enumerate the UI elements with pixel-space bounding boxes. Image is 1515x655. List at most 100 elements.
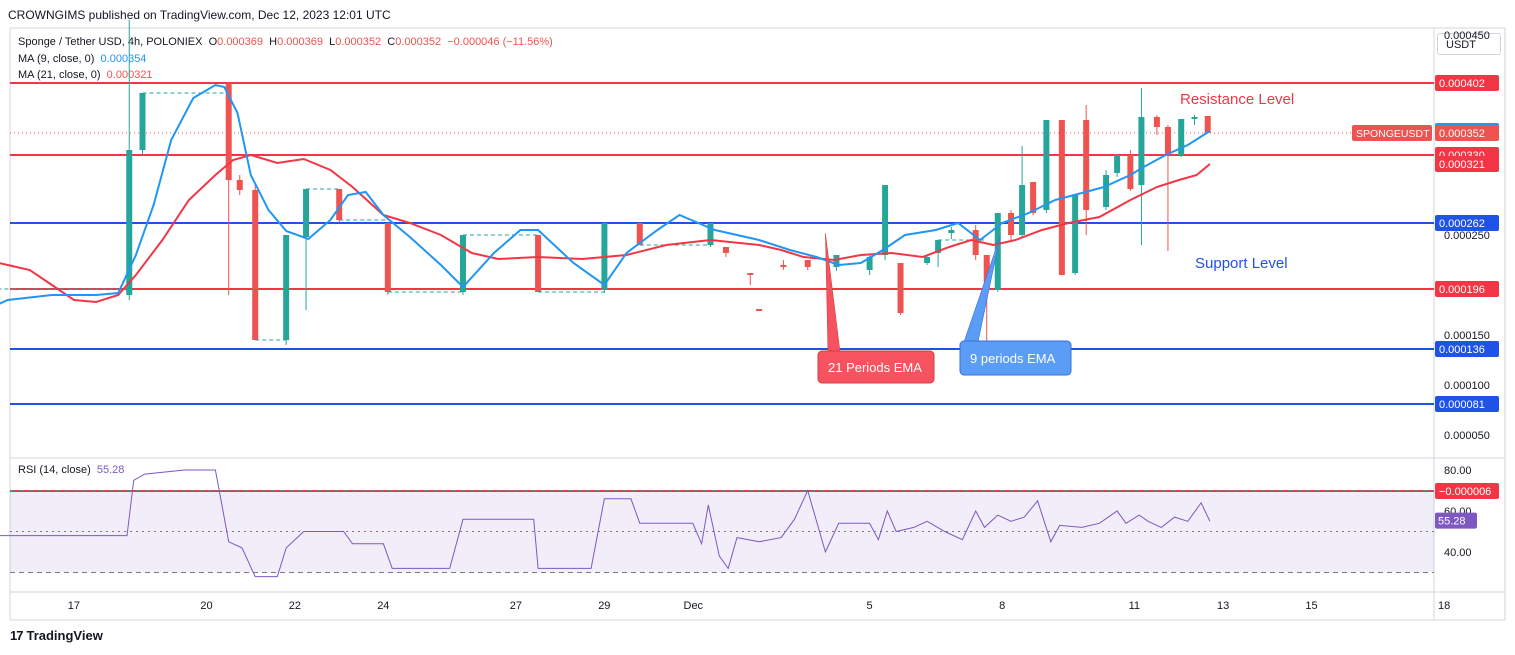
- ma9-legend[interactable]: MA (9, close, 0) 0.000354: [18, 53, 146, 65]
- candle-body: [1008, 213, 1015, 235]
- ma9-label: MA (9, close, 0): [18, 53, 95, 65]
- candle-body: [1043, 120, 1050, 210]
- candle-body: [636, 223, 643, 245]
- candle-32: [1030, 182, 1037, 215]
- price-tag-text-1: 0.000352: [1439, 128, 1485, 140]
- level-tag-4: 0.000196: [1435, 281, 1499, 297]
- candle-body: [882, 185, 889, 255]
- symbol-name[interactable]: Sponge / Tether USD, 4h, POLONIEX: [18, 36, 203, 48]
- candle-body: [935, 240, 942, 253]
- candle-30: [1008, 210, 1015, 240]
- candle-14: [707, 223, 714, 247]
- symbol-tag-text: SPONGEUSDT: [1356, 128, 1430, 140]
- tradingview-logo[interactable]: 17 TradingView: [10, 628, 103, 643]
- candle-body: [1072, 195, 1079, 273]
- candle-body: [252, 190, 259, 340]
- time-tick-6: Dec: [684, 600, 704, 612]
- candle-body: [303, 189, 310, 237]
- time-tick-11: 15: [1305, 600, 1317, 612]
- ema21-pointer: [825, 232, 841, 353]
- candle-45: [1204, 116, 1211, 133]
- candle-body: [1127, 155, 1134, 189]
- candle-body: [780, 265, 787, 267]
- candle-body: [1138, 117, 1145, 185]
- time-tick-8: 8: [999, 600, 1005, 612]
- candle-body: [897, 263, 904, 313]
- level-tag-6: 0.000081: [1435, 396, 1499, 412]
- candle-33: [1043, 120, 1050, 213]
- candle-6: [283, 235, 290, 345]
- publisher-text: CROWNGIMS published on TradingView.com, …: [8, 8, 391, 22]
- rsi-tick-2: 40.00: [1444, 547, 1472, 559]
- ohlc-high: H0.000369: [269, 36, 323, 48]
- ema9-callout: 9 periods EMA: [959, 236, 1072, 376]
- candle-body: [1103, 175, 1110, 207]
- candle-1: [126, 20, 133, 300]
- ohlc-low: L0.000352: [329, 36, 382, 48]
- candles-group: [0, 20, 1211, 345]
- candle-9: [384, 223, 391, 295]
- candle-20: [833, 255, 840, 271]
- price-tick-1: 0.000250: [1444, 230, 1490, 242]
- candle-body: [972, 230, 979, 255]
- rsi-line: [0, 469, 1211, 578]
- candle-3: [225, 83, 232, 295]
- rsi-tick-0: 80.00: [1444, 465, 1472, 477]
- symbol-legend: Sponge / Tether USD, 4h, POLONIEX O0.000…: [18, 36, 553, 48]
- level-tag-text-6: 0.000081: [1439, 399, 1485, 411]
- candle-body: [336, 189, 343, 220]
- candle-body: [1019, 185, 1026, 235]
- level-tag-text-7: −0.000006: [1439, 486, 1491, 498]
- candle-body: [1083, 120, 1090, 210]
- level-tag-7: −0.000006: [1435, 483, 1499, 499]
- level-tag-1: 0.000402: [1435, 75, 1499, 91]
- currency-button[interactable]: USDT: [1437, 33, 1501, 55]
- candle-body: [283, 235, 290, 340]
- price-tick-2: 0.000150: [1444, 330, 1490, 342]
- ohlc-close: C0.000352: [387, 36, 442, 48]
- candle-body: [833, 255, 840, 267]
- candle-body: [707, 223, 714, 245]
- candle-body: [139, 93, 146, 150]
- candle-body: [1114, 155, 1121, 173]
- time-tick-10: 13: [1217, 600, 1229, 612]
- candle-39: [1127, 150, 1134, 191]
- candle-23: [897, 263, 904, 315]
- time-tick-9: 11: [1129, 600, 1140, 612]
- candle-body: [459, 235, 466, 292]
- candle-41: [1153, 115, 1160, 135]
- candle-body: [1178, 119, 1185, 155]
- ema9-text: 9 periods EMA: [970, 351, 1056, 366]
- candle-body: [1153, 117, 1160, 127]
- candle-body: [1204, 116, 1211, 133]
- ema21-text: 21 Periods EMA: [828, 360, 922, 375]
- candle-5: [252, 185, 259, 340]
- candle-body: [236, 180, 243, 190]
- ma9-value: 0.000354: [100, 53, 147, 65]
- level-tag-text-1: 0.000402: [1439, 78, 1485, 90]
- rsi-value-tag-text: 55.28: [1438, 516, 1466, 528]
- candle-body: [747, 273, 754, 275]
- rsi-value: 55.28: [96, 464, 125, 476]
- candle-10: [459, 235, 466, 295]
- candle-27: [972, 225, 979, 260]
- ema9-box: [959, 340, 1072, 376]
- candle-16: [747, 273, 754, 285]
- candle-body: [756, 309, 763, 311]
- rsi-legend[interactable]: RSI (14, close) 55.28: [18, 464, 124, 476]
- time-tick-12: 18: [1438, 600, 1450, 612]
- support-label: Support Level: [1195, 255, 1288, 272]
- time-tick-5: 29: [598, 600, 610, 612]
- candle-44: [1191, 115, 1198, 125]
- ema21-callout: 21 Periods EMA: [817, 232, 935, 384]
- time-tick-1: 20: [200, 600, 212, 612]
- candle-body: [983, 255, 990, 290]
- level-tag-5: 0.000136: [1435, 341, 1499, 357]
- level-tag-text-5: 0.000136: [1439, 344, 1485, 356]
- candle-24: [924, 255, 931, 265]
- price-tag-1: 0.000352 SPONGEUSDT: [1352, 125, 1499, 141]
- candle-body: [535, 235, 542, 292]
- candle-26: [948, 227, 955, 239]
- price-tick-4: 0.000050: [1444, 430, 1490, 442]
